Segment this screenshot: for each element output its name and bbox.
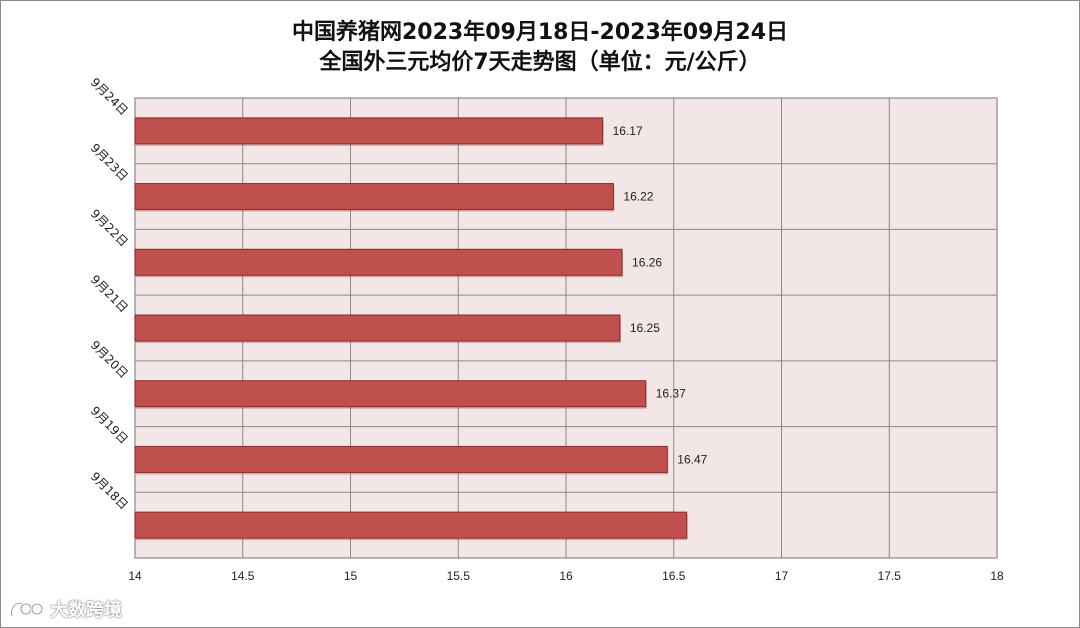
bar (134, 183, 614, 211)
x-tick-label: 14.5 (231, 569, 255, 583)
chart-title-line-1: 中国养猪网2023年09月18日-2023年09月24日 (291, 20, 789, 45)
bar (134, 314, 621, 342)
watermark: 大数跨境 (8, 596, 122, 622)
chart-title: 中国养猪网2023年09月18日-2023年09月24日 全国外三元均价7天走势… (0, 18, 1080, 78)
x-tick-label: 16 (559, 569, 573, 583)
watermark-text: 大数跨境 (50, 600, 122, 621)
category-label: 9月18日 (88, 469, 131, 512)
data-label: 16.25 (630, 321, 660, 335)
data-label: 16.26 (632, 255, 662, 269)
x-tick-label: 15.5 (447, 569, 471, 583)
x-tick-label: 17.5 (878, 569, 902, 583)
category-label: 9月23日 (88, 141, 131, 184)
data-label: 16.37 (656, 387, 686, 401)
bar (134, 117, 604, 145)
category-label: 9月20日 (88, 338, 131, 381)
category-label: 9月21日 (88, 272, 131, 315)
category-label: 9月24日 (88, 75, 131, 118)
x-tick-label: 16.5 (662, 569, 686, 583)
x-tick-label: 17 (775, 569, 789, 583)
bar (134, 445, 668, 473)
bar (134, 248, 623, 276)
bar (134, 511, 688, 539)
data-label: 16.47 (677, 452, 707, 466)
chart-title-line-2: 全国外三元均价7天走势图（单位：元/公斤） (319, 50, 761, 75)
logo-icon (10, 602, 44, 617)
category-label: 9月22日 (88, 206, 131, 249)
category-label: 9月19日 (88, 404, 131, 447)
x-tick-label: 18 (990, 569, 1004, 583)
x-tick-label: 15 (344, 569, 358, 583)
data-label: 16.17 (613, 124, 643, 138)
x-tick-label: 14 (128, 569, 142, 583)
data-label: 16.22 (623, 190, 653, 204)
bar (134, 380, 647, 408)
